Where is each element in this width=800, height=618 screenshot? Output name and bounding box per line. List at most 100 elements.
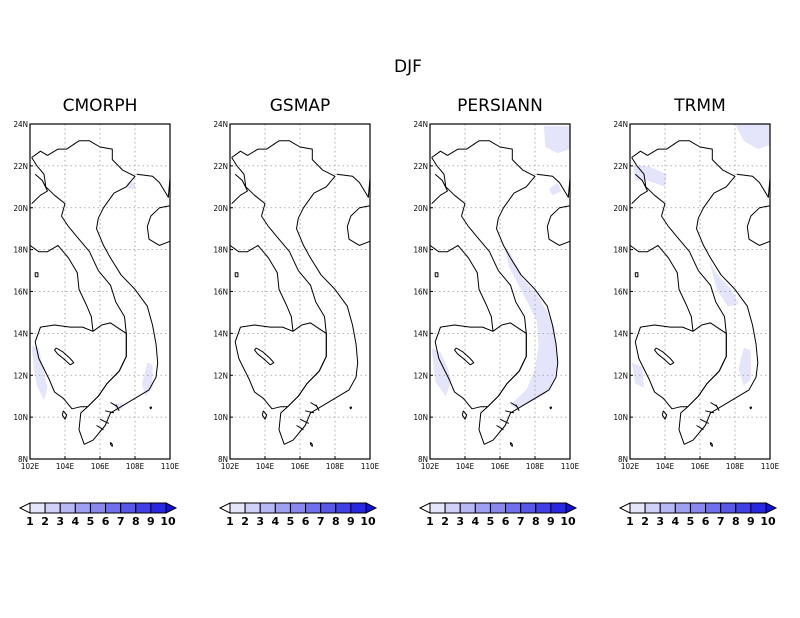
colorbar: 1 2 3 4 5 6 7 8 9 10 [418,502,578,528]
colorbar-label: 5 [287,515,295,528]
lon-tick-label: 104E [456,462,475,471]
precip-area [543,126,570,154]
colorbar-swatch [429,502,446,514]
lon-tick-label: 110E [361,462,380,471]
laos-border [429,244,494,332]
lat-tick-label: 24N [13,120,28,129]
lat-tick-label: 18N [13,246,28,255]
precip-area [549,182,562,196]
colorbar-swatch [489,502,507,514]
colorbar-swatch [644,502,661,514]
coastline [431,140,559,445]
colorbar-label: 3 [456,515,464,528]
colorbar-label: 10 [560,515,576,528]
precip-area [735,124,770,150]
colorbar-label: 9 [547,515,555,528]
lat-tick-label: 8N [18,455,28,464]
delta-branch [496,425,504,431]
delta-branch [305,410,315,414]
lat-tick-label: 14N [213,329,228,338]
colorbar-label: 9 [347,515,355,528]
colorbar-label: 4 [72,515,80,528]
colorbar-label: 7 [117,515,125,528]
colorbar-label: 6 [102,515,110,528]
lon-tick-label: 104E [56,462,75,471]
colorbar-label: 2 [41,515,49,528]
lat-tick-label: 10N [613,413,628,422]
lat-tick-label: 16N [613,288,628,297]
colorbar-swatch [29,502,46,514]
colorbar-label: 2 [441,515,449,528]
delta-branch [299,418,310,424]
colorbar-max-arrow [365,502,378,514]
lat-tick-label: 22N [213,162,228,171]
lat-tick-label: 24N [413,120,428,129]
colorbar-label: 3 [656,515,664,528]
colorbar-label: 10 [160,515,176,528]
colorbar-label: 7 [317,515,325,528]
china-coast [736,173,771,198]
lon-tick-label: 110E [161,462,180,471]
colorbar-label: 4 [672,515,680,528]
coastline [631,140,759,445]
lat-tick-label: 22N [413,162,428,171]
colorbar-label: 8 [532,515,540,528]
precip-area [503,245,558,409]
lat-tick-label: 8N [418,455,428,464]
island [710,441,713,447]
colorbar: 1 2 3 4 5 6 7 8 9 10 [218,502,378,528]
figure-title: DJF [394,57,422,77]
island [34,272,39,278]
lon-tick-label: 102E [621,462,640,471]
colorbar-swatch [120,502,137,514]
lat-tick-label: 8N [218,455,228,464]
delta-branch [499,418,510,424]
colorbar-swatch [229,502,246,514]
colorbar-swatch [520,502,537,514]
lon-tick-label: 110E [561,462,580,471]
china-coast [336,173,371,198]
lat-tick-label: 22N [13,162,28,171]
colorbar-swatch [244,502,261,514]
colorbar-label: 7 [517,515,525,528]
island [61,410,68,420]
colorbar-label: 4 [272,515,280,528]
colorbar-swatch [350,502,367,514]
lon-tick-label: 106E [91,462,110,471]
colorbar-swatch [259,502,276,514]
colorbar-swatch [750,502,767,514]
colorbar-swatch [89,502,107,514]
colorbar-label: 1 [26,515,34,528]
laos-border [629,244,694,332]
colorbar-label: 3 [256,515,264,528]
delta-branch [99,418,110,424]
cambodia-border [634,322,727,410]
tonle-sap-lake [54,347,75,366]
colorbar-swatch [74,502,91,514]
colorbar-swatch [289,502,307,514]
lat-tick-label: 20N [13,204,28,213]
laos-border [31,173,48,204]
panel-title: CMORPH [63,96,138,116]
lat-tick-label: 24N [613,120,628,129]
laos-border [431,173,448,204]
china-coast [136,173,171,198]
colorbar-max-arrow [765,502,778,514]
colorbar-label: 3 [56,515,64,528]
island [149,406,153,410]
island [510,441,513,447]
lon-tick-label: 106E [491,462,510,471]
lon-tick-label: 104E [656,462,675,471]
colorbar-label: 5 [87,515,95,528]
lat-tick-label: 8N [618,455,628,464]
colorbar-label: 4 [472,515,480,528]
colorbar-label: 1 [626,515,634,528]
laos-border [231,173,248,204]
delta-branch [105,410,115,414]
colorbar-label: 2 [241,515,249,528]
colorbar-label: 1 [426,515,434,528]
